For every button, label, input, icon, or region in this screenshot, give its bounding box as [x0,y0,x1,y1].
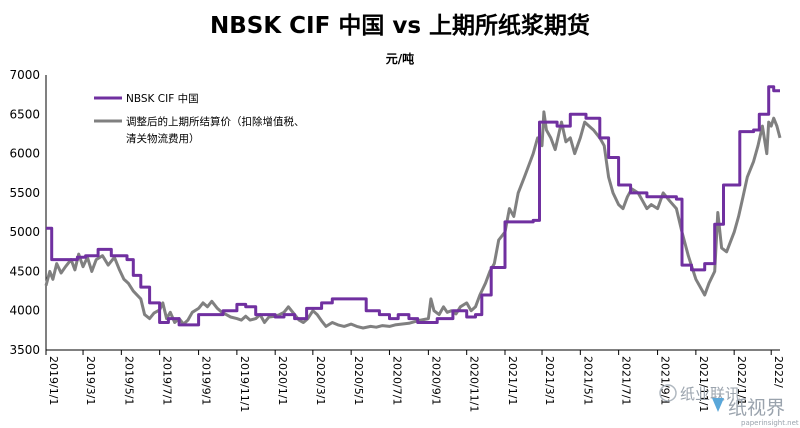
x-tick-label: 2020/1/1 [276,356,289,405]
x-tick-label: 2019/7/1 [161,356,174,405]
x-tick-label: 2021/11/1 [697,356,710,412]
y-tick-label: 5000 [9,225,40,239]
x-tick-label: 2020/5/1 [352,356,365,405]
watermark-site-text: paperinsight.net [741,419,799,427]
x-tick-label: 2021/9/1 [659,356,672,405]
x-tick-label: 2021/3/1 [543,356,556,405]
legend-label-nbsk: NBSK CIF 中国 [126,92,199,105]
x-tick-label: 2019/11/1 [238,356,251,412]
watermark-brand-text: 纸视界 [728,397,785,419]
x-tick-label: 2020/3/1 [314,356,327,405]
watermark-wechat-text: 纸业联讯 [680,385,740,403]
x-tick-label: 2019/3/1 [84,356,97,405]
x-tick-label: 2021/5/1 [581,356,594,405]
x-tick-label: 2020/11/1 [468,356,481,412]
chart-title: NBSK CIF 中国 vs 上期所纸浆期货 [209,13,591,39]
x-tick-label: 2021/7/1 [620,356,633,405]
y-tick-label: 6500 [9,107,40,121]
series-line-nbsk [46,85,780,327]
x-tick-label: 2022/1/1 [735,356,748,405]
x-tick-label: 2021/1/1 [506,356,519,405]
y-tick-label: 4500 [9,264,40,278]
legend-label-shfe: 调整后的上期所结算价（扣除增值税、 [126,115,305,128]
chart-axes: 3500 4000 4500 5000 5500 6000 6500 7000 2019/1/1… [9,68,785,412]
y-tick-label: 3500 [9,343,40,357]
x-tick-label: 2020/7/1 [390,356,403,405]
x-tick-label: 2022/ [772,356,785,388]
y-tick-label: 6000 [9,147,40,161]
x-tick-label: 2019/1/1 [47,356,60,405]
unit-label: 元/吨 [385,52,415,66]
chart-series [44,85,782,330]
y-tick-label: 7000 [9,68,40,82]
y-tick-label: 5500 [9,186,40,200]
x-tick-label: 2019/9/1 [200,356,213,405]
x-tick-label: 2019/5/1 [122,356,135,405]
legend-label-shfe: 清关物流费用） [126,132,200,145]
y-tick-label: 4000 [9,304,40,318]
wechat-icon [659,384,677,402]
brand-logo-icon [712,398,724,412]
x-tick-label: 2020/9/1 [429,356,442,405]
